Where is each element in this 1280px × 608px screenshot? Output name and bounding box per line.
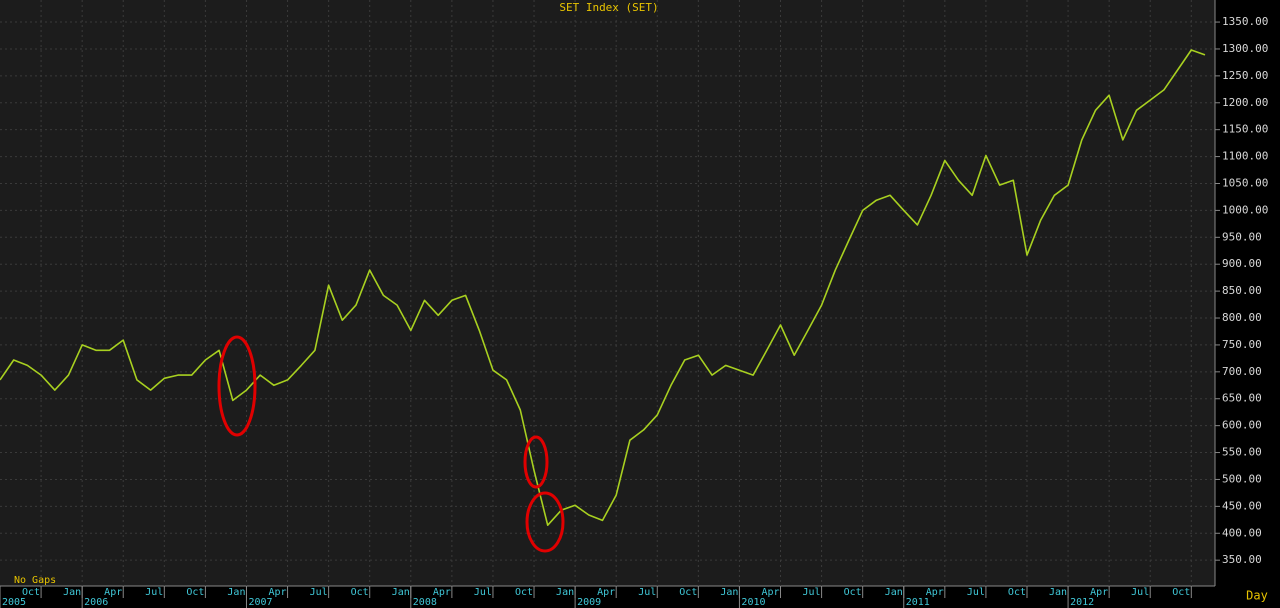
x-tick-label: Jan [392,587,410,598]
chart-title: SET Index (SET) [559,1,658,14]
x-tick-label: Oct [22,587,40,598]
x-tick-label: Jul [803,587,821,598]
x-tick-label: Jan [227,587,245,598]
y-tick-label: 1000.00 [1222,203,1268,216]
plot-area [0,0,1215,586]
y-tick-label: 1250.00 [1222,69,1268,82]
x-tick-label: Jul [1131,587,1149,598]
x-tick-label: Apr [1090,587,1108,598]
y-tick-label: 800.00 [1222,311,1262,324]
y-tick-label: 1300.00 [1222,42,1268,55]
price-line [0,49,1206,526]
year-label: 2008 [413,597,437,608]
y-tick-label: 1350.00 [1222,15,1268,28]
x-tick-label: Jul [474,587,492,598]
year-label: 2010 [741,597,765,608]
x-tick-label: Jul [310,587,328,598]
y-tick-label: 650.00 [1222,392,1262,405]
x-tick-label: Oct [515,587,533,598]
x-tick-label: Apr [761,587,779,598]
x-tick-label: Jan [885,587,903,598]
y-tick-label: 750.00 [1222,338,1262,351]
x-tick-label: Jan [720,587,738,598]
x-tick-label: Jul [145,587,163,598]
x-tick-label: Oct [351,587,369,598]
x-tick-label: Apr [597,587,615,598]
y-tick-label: 350.00 [1222,553,1262,566]
year-label: 2011 [906,597,930,608]
x-tick-label: Oct [679,587,697,598]
x-tick-label: Apr [433,587,451,598]
highlight-circle [523,435,549,489]
x-tick-label: Jan [556,587,574,598]
y-tick-label: 700.00 [1222,365,1262,378]
y-tick-label: 600.00 [1222,419,1262,432]
y-axis-band [1215,0,1280,608]
period-label: Day [1246,589,1268,603]
year-label: 2012 [1070,597,1094,608]
x-tick-label: Jan [63,587,81,598]
y-tick-label: 500.00 [1222,472,1262,485]
highlight-circle [525,491,565,553]
y-tick-label: 1200.00 [1222,96,1268,109]
gaps-note: No Gaps [14,575,56,586]
x-tick-label: Apr [104,587,122,598]
y-tick-label: 1150.00 [1222,123,1268,136]
y-tick-label: 1050.00 [1222,176,1268,189]
x-tick-label: Jul [638,587,656,598]
x-tick-label: Oct [1172,587,1190,598]
highlight-circle [217,335,257,437]
y-tick-label: 950.00 [1222,230,1262,243]
y-tick-label: 550.00 [1222,446,1262,459]
x-tick-label: Jan [1049,587,1067,598]
year-label: 2006 [84,597,108,608]
x-tick-label: Oct [186,587,204,598]
y-tick-label: 1100.00 [1222,150,1268,163]
x-tick-label: Oct [844,587,862,598]
x-axis-band [0,586,1215,608]
year-label: 2005 [2,597,26,608]
grid [0,0,1220,608]
y-tick-label: 900.00 [1222,257,1262,270]
y-tick-label: 450.00 [1222,499,1262,512]
x-tick-label: Apr [926,587,944,598]
x-tick-label: Jul [967,587,985,598]
y-tick-label: 400.00 [1222,526,1262,539]
x-tick-label: Apr [268,587,286,598]
year-label: 2007 [248,597,272,608]
x-tick-label: Oct [1008,587,1026,598]
year-label: 2009 [577,597,601,608]
y-tick-label: 850.00 [1222,284,1262,297]
plot [0,49,1206,526]
